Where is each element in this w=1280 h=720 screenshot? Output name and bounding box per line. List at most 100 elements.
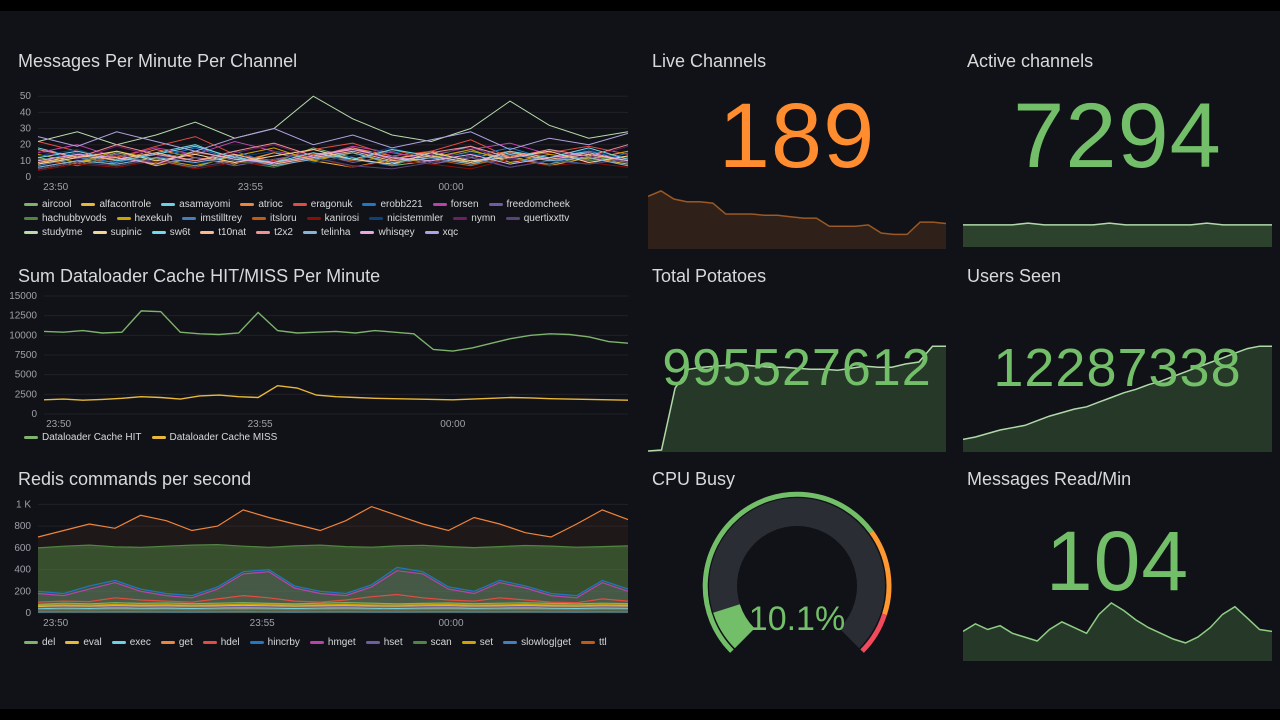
y-axis-label: 12500: [9, 311, 37, 322]
legend-label: hmget: [327, 637, 356, 648]
legend-item-telinha[interactable]: telinha: [303, 227, 350, 238]
x-axis-label: 23:50: [43, 618, 68, 629]
series-line-hdel: [37, 593, 629, 604]
legend-item-hset[interactable]: hset: [365, 637, 403, 648]
series-line-quertixxttv: [37, 155, 629, 170]
legend-item-sw6t[interactable]: sw6t: [151, 227, 190, 238]
x-axis-label: 23:50: [46, 419, 71, 430]
y-axis-label: 15000: [9, 291, 37, 302]
legend-item-quertixxttv[interactable]: quertixxttv: [505, 213, 569, 224]
messages-read-value: 104: [1045, 514, 1190, 608]
legend-item-xqc[interactable]: xqc: [424, 227, 458, 238]
panel-title-dataloader[interactable]: Sum Dataloader Cache HIT/MISS Per Minute: [18, 266, 381, 286]
legend-item-nicistemmler[interactable]: nicistemmler: [369, 213, 443, 224]
legend-item-eragonuk[interactable]: eragonuk: [292, 199, 352, 210]
panel-title-active-channels[interactable]: Active channels: [967, 51, 1094, 71]
legend-color-chip: [151, 436, 166, 439]
series-line-exec: [37, 607, 629, 610]
legend-color-chip: [24, 231, 38, 234]
legend-item-hachubbyvods[interactable]: hachubbyvods: [24, 213, 107, 224]
legend-item-eval[interactable]: eval: [65, 637, 102, 648]
legend-color-chip: [151, 231, 166, 234]
messages-chart-area[interactable]: 0 10 20 30 40 50 23:50 23:55 00:00: [8, 87, 638, 200]
legend-label: aircool: [42, 199, 72, 210]
legend-label: whisqey: [378, 227, 415, 238]
legend-item-kanirosi[interactable]: kanirosi: [306, 213, 359, 224]
panel-live-channels: Live Channels 189: [647, 41, 947, 254]
users-seen-spark-svg: [962, 345, 1272, 452]
legend-item-supinic[interactable]: supinic: [92, 227, 142, 238]
live-channels-sparkline: [647, 187, 947, 254]
series-line-del: [37, 601, 629, 605]
legend-item-exec[interactable]: exec: [111, 637, 151, 648]
y-axis-label: 50: [20, 91, 32, 102]
legend-color-chip: [503, 641, 518, 644]
legend-item-imstilltrey[interactable]: imstilltrey: [182, 213, 242, 224]
legend-label: eval: [83, 637, 102, 648]
legend-item-nymn[interactable]: nymn: [453, 213, 496, 224]
legend-color-chip: [256, 231, 271, 234]
legend-color-chip: [24, 203, 38, 206]
panel-title-messages-read[interactable]: Messages Read/Min: [967, 469, 1132, 489]
y-axis-label: 7500: [15, 350, 38, 361]
legend-item-atrioc[interactable]: atrioc: [240, 199, 283, 210]
gauge-value-arc: [713, 603, 756, 649]
legend-item-set[interactable]: set: [461, 637, 493, 648]
legend-item-get[interactable]: get: [160, 637, 193, 648]
legend-item-aircool[interactable]: aircool: [24, 199, 71, 210]
legend-label: erobb221: [380, 199, 423, 210]
legend-item-del[interactable]: del: [24, 637, 55, 648]
legend-item-t2x2[interactable]: t2x2: [256, 227, 293, 238]
legend-item-hincrby[interactable]: hincrby: [249, 637, 300, 648]
legend-item-Dataloader Cache MISS[interactable]: Dataloader Cache MISS: [151, 432, 277, 443]
legend-label: slowlog|get: [521, 637, 571, 648]
legend-item-scan[interactable]: scan: [412, 637, 452, 648]
legend-item-hexekuh[interactable]: hexekuh: [116, 213, 173, 224]
dataloader-chart-area[interactable]: 0 2500 5000 7500 10000 12500 15000 23:50 23:55 00…: [8, 290, 638, 435]
x-axis-label: 00:00: [438, 618, 463, 629]
legend-color-chip: [303, 231, 317, 234]
legend-item-alfacontrole[interactable]: alfacontrole: [81, 199, 151, 210]
x-axis-label: 00:00: [440, 419, 465, 430]
legend-item-studytme[interactable]: studytme: [24, 227, 83, 238]
legend-item-hmget[interactable]: hmget: [309, 637, 356, 648]
panel-cpu-busy: CPU Busy 10.1%: [648, 459, 946, 669]
legend-label: alfacontrole: [99, 199, 152, 210]
series-line-nymn: [37, 144, 629, 164]
legend-item-Dataloader Cache HIT[interactable]: Dataloader Cache HIT: [24, 432, 142, 443]
legend-label: telinha: [321, 227, 351, 238]
sparkline-line: [963, 222, 1272, 226]
total-potatoes-value: 995527612: [662, 339, 932, 397]
panel-title-cpu-busy[interactable]: CPU Busy: [652, 469, 736, 489]
legend-item-itsloru[interactable]: itsloru: [251, 213, 297, 224]
legend-item-t10nat[interactable]: t10nat: [200, 227, 246, 238]
panel-title-live-channels[interactable]: Live Channels: [652, 51, 767, 71]
legend-item-whisqey[interactable]: whisqey: [360, 227, 415, 238]
redis-chart-area[interactable]: 0 200 400 600 800 1 K 23:50 23:55 00:00: [8, 493, 638, 638]
legend-item-erobb221[interactable]: erobb221: [362, 199, 423, 210]
legend-item-hdel[interactable]: hdel: [202, 637, 240, 648]
legend-label: hexekuh: [134, 213, 173, 224]
legend-color-chip: [424, 231, 439, 234]
legend-label: t2x2: [274, 227, 293, 238]
legend-item-forsen[interactable]: forsen: [432, 199, 479, 210]
series-line-kanirosi: [37, 157, 629, 171]
legend-color-chip: [24, 436, 38, 439]
series-line-get: [37, 505, 629, 538]
legend-label: atrioc: [258, 199, 283, 210]
legend-label: scan: [430, 637, 452, 648]
legend-color-chip: [92, 231, 107, 234]
legend-color-chip: [111, 641, 126, 644]
legend-label: hset: [383, 637, 403, 648]
legend-color-chip: [251, 217, 266, 220]
legend-color-chip: [24, 641, 38, 644]
panel-title-redis[interactable]: Redis commands per second: [18, 469, 252, 489]
legend-label: supinic: [110, 227, 142, 238]
legend-item-freedomcheek[interactable]: freedomcheek: [488, 199, 570, 210]
panel-title-total-potatoes[interactable]: Total Potatoes: [652, 266, 767, 286]
legend-item-ttl[interactable]: ttl: [580, 637, 607, 648]
legend-item-slowlog|get[interactable]: slowlog|get: [503, 637, 571, 648]
panel-title-messages[interactable]: Messages Per Minute Per Channel: [18, 51, 298, 71]
legend-item-asamayomi[interactable]: asamayomi: [161, 199, 230, 210]
panel-title-users-seen[interactable]: Users Seen: [967, 266, 1062, 286]
